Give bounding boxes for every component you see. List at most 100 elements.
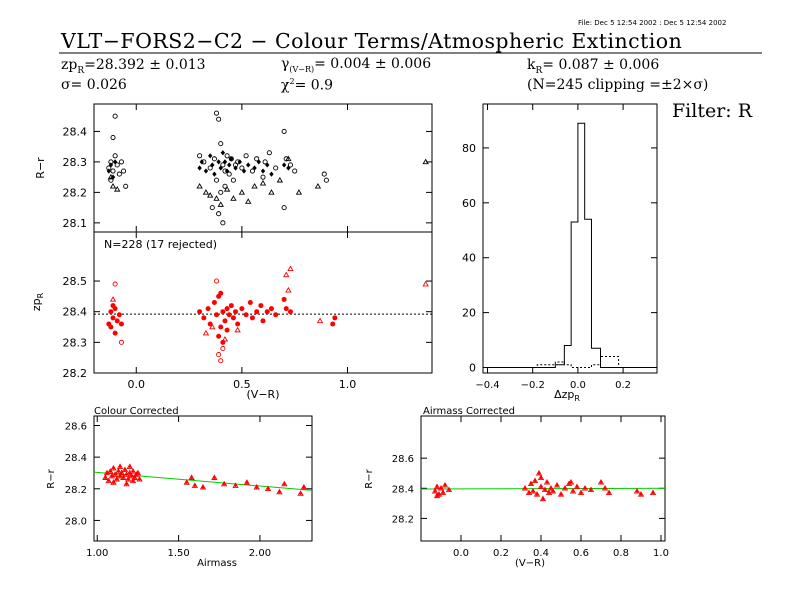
top-point-triangle (207, 192, 214, 198)
colour-point-fill (563, 486, 567, 490)
hist-x-tick-label: −0.4 (475, 380, 499, 391)
airmass-panel-frame (93, 415, 313, 542)
air-y-tick-label: 28.4 (65, 453, 87, 464)
airmass-point-fill (185, 481, 189, 484)
top-point-diamond (203, 168, 209, 174)
hist-xlabel-sub: R (574, 394, 580, 403)
air-y-tick-label: 28.2 (65, 485, 87, 496)
top-point-diamond (112, 159, 118, 165)
mid-point-triangle (422, 280, 429, 287)
colour-point-fill (433, 490, 437, 493)
mid-xlabel: (V−R) (247, 388, 280, 401)
top-point-circle (216, 211, 222, 217)
airmass-point-fill (121, 476, 125, 480)
top-point-diamond (210, 162, 215, 168)
mid-point-dot (114, 318, 120, 324)
top-point-circle (216, 116, 222, 122)
colour-point-fill (529, 482, 533, 486)
top-point-circle (220, 162, 226, 168)
mid-x-tick-label: 0.0 (128, 378, 146, 391)
mid-point-dot (108, 324, 114, 330)
mid-x-tick-label: 0.5 (233, 378, 251, 391)
top-point-diamond (199, 159, 204, 165)
mid-point-dot (218, 290, 224, 296)
mid-point-dot (287, 309, 293, 315)
colour-panel-title: Airmass Corrected (423, 406, 515, 417)
top-point-circle (243, 153, 249, 159)
colour-point-fill (541, 497, 545, 501)
hist-y-tick-label: 20 (462, 307, 476, 320)
zp-label: zp (61, 57, 78, 73)
mid-point-triangle (202, 329, 210, 336)
airmass-point-fill (105, 471, 109, 475)
gamma-readout: γ(V−R)= 0.004 ± 0.006 (281, 56, 431, 74)
airmass-ylabel: R−r (46, 468, 57, 488)
top-point-triangle (213, 195, 220, 201)
mid-point-dot (249, 315, 255, 321)
mid-point-triangle (209, 323, 216, 330)
colour-point-fill (555, 483, 559, 487)
mid-point-dot (224, 327, 230, 333)
top-point-circle (254, 156, 260, 162)
mid-point-dot (230, 315, 236, 321)
col-x-tick-label: 0.8 (613, 548, 629, 559)
mid-point-circle (218, 358, 224, 364)
top-ylabel: R−r (34, 157, 47, 179)
colour-point-fill (535, 493, 539, 496)
airmass-point-fill (108, 470, 112, 473)
mid-point-dot (218, 324, 224, 330)
airmass-point-fill (245, 481, 249, 484)
airmass-point-fill (299, 492, 302, 495)
top-point-diamond (269, 171, 274, 177)
mid-point-dot (273, 312, 279, 318)
airmass-point-fill (125, 473, 128, 476)
top-point-circle (114, 162, 120, 168)
airmass-point-fill (201, 485, 205, 489)
mid-y-tick-label: 28.2 (63, 367, 88, 380)
top-point-circle (292, 168, 298, 174)
mid-point-triangle (285, 286, 292, 293)
colour-ylabel: R−r (364, 468, 375, 488)
airmass-point-fill (134, 473, 138, 476)
mid-point-circle (220, 345, 226, 352)
top-point-circle (211, 156, 217, 162)
top-point-circle (230, 177, 236, 183)
col-y-tick-label: 28.6 (392, 454, 414, 465)
top-point-circle (116, 171, 122, 177)
top-point-diamond (222, 159, 228, 165)
mid-point-dot (110, 303, 116, 309)
mid-point-dot (243, 312, 249, 318)
colour-point-fill (549, 486, 553, 490)
top-point-circle (224, 153, 230, 159)
top-point-circle (321, 171, 327, 177)
top-point-triangle (107, 173, 115, 180)
mid-point-dot (264, 309, 270, 315)
colour-point-fill (437, 493, 441, 496)
colour-point-fill (435, 494, 439, 498)
mid-point-triangle (234, 326, 241, 333)
page-title: VLT−FORS2−C2 − Colour Terms/Atmospheric … (61, 29, 683, 53)
top-y-tick-label: 28.4 (63, 125, 88, 138)
top-point-diamond (108, 162, 114, 168)
col-x-tick-label: 0.2 (493, 548, 509, 559)
top-point-circle (323, 177, 329, 183)
mid-point-dot (211, 300, 217, 305)
hist-y-tick-label: 80 (462, 142, 476, 155)
top-point-diamond (233, 165, 238, 171)
col-x-tick-label: 1.0 (653, 548, 669, 559)
airmass-point-fill (118, 474, 122, 478)
hist-panel-frame (482, 103, 658, 374)
col-y-tick-label: 28.4 (392, 484, 414, 495)
colour-point-fill (583, 486, 587, 490)
top-point-triangle (217, 201, 224, 207)
air-y-tick-label: 28.0 (65, 516, 87, 527)
airmass-point-fill (130, 474, 133, 478)
top-point-triangle (245, 198, 252, 204)
colour-point-fill (651, 491, 655, 495)
mid-y-tick-label: 28.5 (63, 275, 88, 288)
top-point-circle (281, 128, 287, 134)
file-timestamp: File: Dec 5 12:54 2002 : Dec 5 12:54 200… (578, 19, 727, 27)
top-point-triangle (276, 176, 284, 183)
top-y-tick-label: 28.1 (63, 217, 88, 230)
mid-point-circle (118, 339, 125, 345)
